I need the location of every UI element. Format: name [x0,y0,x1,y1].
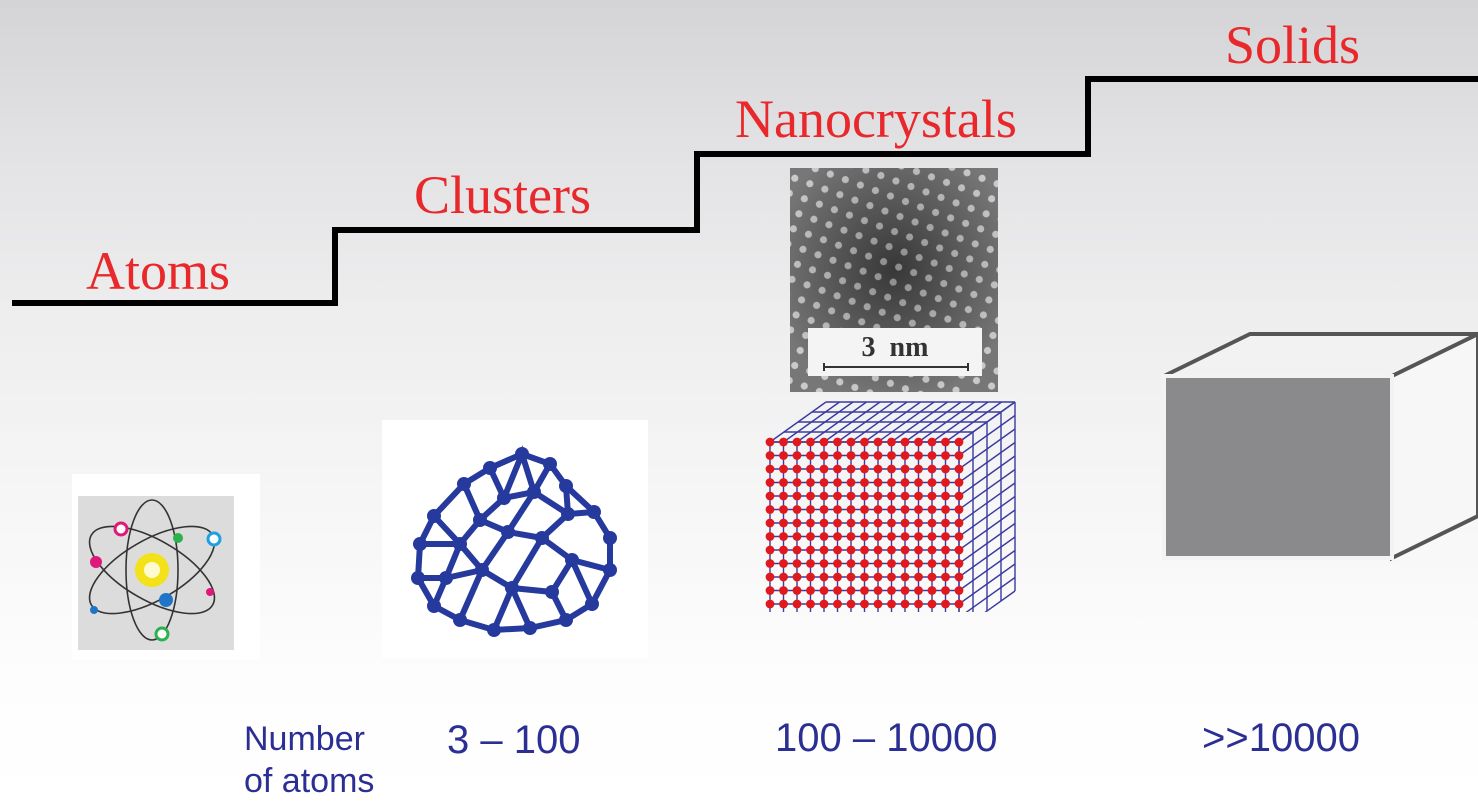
cluster-cage-icon [411,445,617,637]
scale-bar-label: 3 nm [861,332,929,363]
lattice-card [760,398,1026,612]
caption-line-2: of atoms [244,762,375,800]
tem-image-card: 3 nm [790,168,998,392]
count-nanocrystals: 100 – 10000 [775,716,998,760]
scale-bar [823,363,969,371]
stage-label-atoms: Atoms [86,241,231,301]
stage-label-solids: Solids [1225,15,1361,75]
stage-label-clusters: Clusters [414,165,592,225]
stage-label-nanocrystals: Nanocrystals [735,89,1017,149]
cluster-card [382,420,648,658]
solid-cube-icon [1162,331,1478,562]
atom-model-icon [78,496,234,650]
crystal-lattice-icon [765,401,1016,612]
atom-card [72,474,260,660]
caption-line-1: Number [244,720,365,758]
count-solids: >>10000 [1202,716,1360,760]
count-clusters: 3 – 100 [447,718,581,762]
number-of-atoms-caption: Number of atoms [244,718,374,802]
solid-card [1160,330,1478,570]
